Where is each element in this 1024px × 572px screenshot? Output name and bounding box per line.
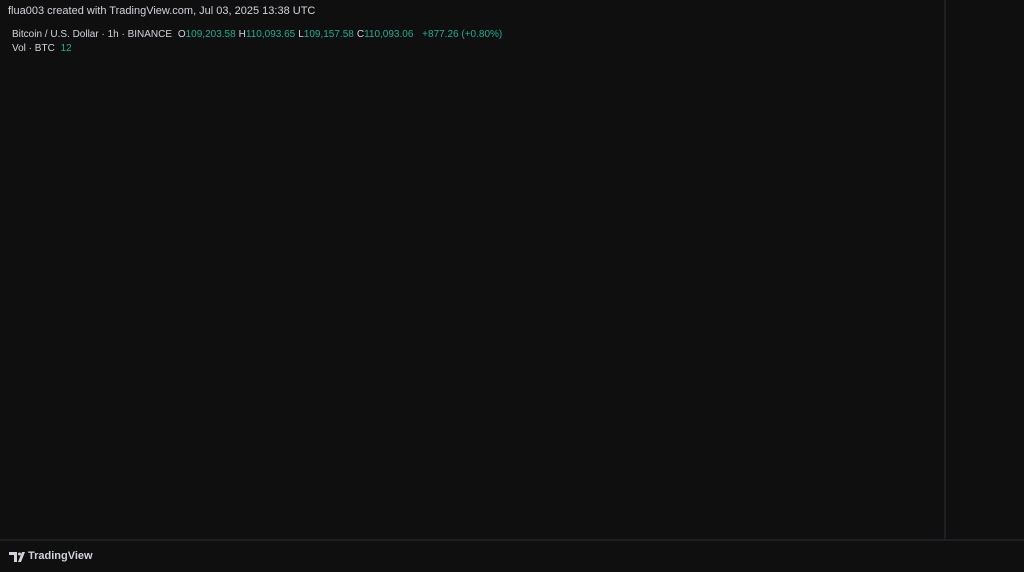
ohlc-prefix: O	[177, 29, 186, 40]
ohlc-value: 110,093.06	[364, 29, 414, 40]
attribution: flua003 created with TradingView.com, Ju…	[8, 5, 316, 17]
change: +877.26 (+0.80%)	[422, 29, 503, 40]
symbol: Bitcoin / U.S. Dollar · 1h · BINANCE	[12, 29, 173, 40]
tv-logo	[9, 552, 25, 562]
ohlc-value: 110,093.65	[245, 29, 296, 40]
volume-value: 12	[60, 43, 72, 54]
ohlc-prefix: H	[238, 29, 246, 40]
ohlc-value: 109,157.58	[303, 29, 354, 40]
ohlc-legend: O109,203.58 H110,093.65 L109,157.58 C110,09…	[178, 29, 417, 40]
ohlc-prefix: C	[356, 29, 365, 40]
ohlc-value: 109,203.58	[185, 29, 236, 40]
brand: TradingView	[28, 550, 93, 562]
legend: Bitcoin / U.S. Dollar · 1h · BINANCE O10…	[12, 29, 505, 40]
volume-legend: Vol · BTC 12	[12, 43, 75, 54]
ohlc-prefix: L	[298, 29, 304, 40]
volume-label: Vol · BTC	[12, 43, 55, 54]
